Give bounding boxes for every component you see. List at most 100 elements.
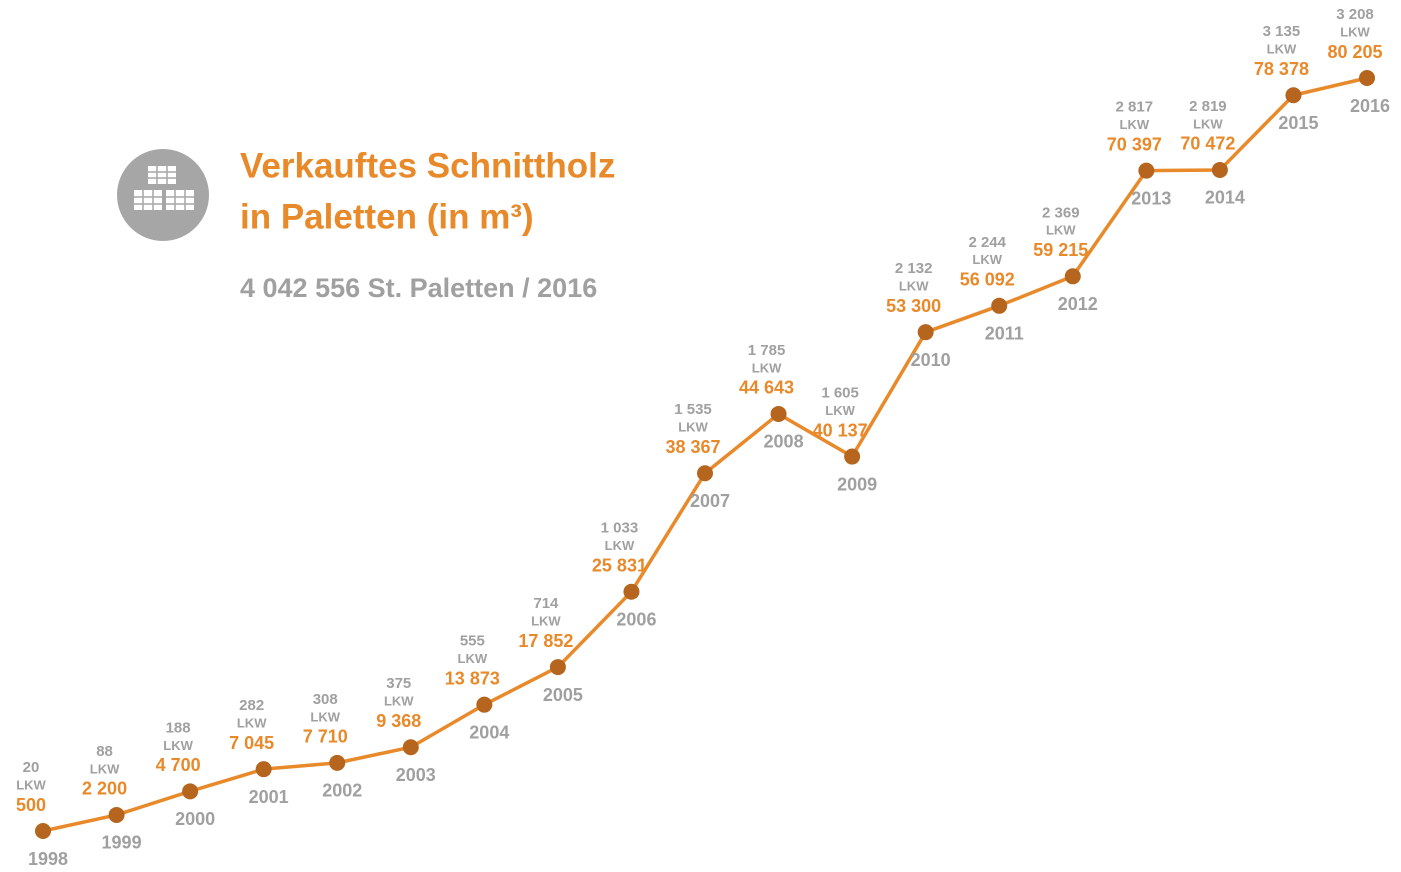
chart-title: Verkauftes Schnittholz <box>240 146 615 185</box>
value-label: 9 368 <box>376 711 421 731</box>
truck-label: 20 <box>23 759 40 776</box>
x-tick-label: 2015 <box>1278 113 1318 133</box>
value-label: 53 300 <box>886 296 941 316</box>
truck-label: 88 <box>96 743 113 760</box>
x-tick-label: 2012 <box>1058 294 1098 314</box>
value-label: 13 873 <box>445 668 500 688</box>
value-label: 7 045 <box>229 733 274 753</box>
data-point <box>1138 162 1155 179</box>
value-label: 78 378 <box>1254 59 1309 79</box>
data-point <box>991 297 1008 314</box>
truck-label: 555 <box>460 633 485 650</box>
unit-label: LKW <box>752 360 782 375</box>
unit-label: LKW <box>899 279 929 294</box>
x-tick-label: 2014 <box>1205 188 1245 208</box>
x-tick-label: 2010 <box>911 350 951 370</box>
unit-label: LKW <box>1046 223 1076 238</box>
x-tick-label: 2016 <box>1350 96 1390 116</box>
chart-title: in Paletten (in m³) <box>240 197 534 236</box>
data-point <box>35 823 51 839</box>
x-tick-label: 2000 <box>175 809 215 829</box>
unit-label: LKW <box>310 709 340 724</box>
data-point <box>1064 268 1081 285</box>
x-tick-label: 2009 <box>837 474 877 494</box>
x-tick-label: 2001 <box>249 787 289 807</box>
value-label: 80 205 <box>1327 42 1382 62</box>
value-label: 25 831 <box>592 555 647 575</box>
truck-label: 375 <box>386 675 411 692</box>
truck-label: 2 369 <box>1042 204 1080 221</box>
x-tick-label: 2006 <box>616 609 656 629</box>
truck-label: 1 605 <box>821 385 859 402</box>
value-label: 40 137 <box>813 420 868 440</box>
truck-label: 1 535 <box>674 401 712 418</box>
value-label: 7 710 <box>303 727 348 747</box>
unit-label: LKW <box>1120 117 1150 132</box>
value-label: 17 852 <box>518 631 573 651</box>
x-tick-label: 2011 <box>985 324 1024 344</box>
x-tick-label: 2007 <box>690 491 730 511</box>
truck-label: 2 819 <box>1189 98 1227 115</box>
truck-label: 1 785 <box>748 342 786 359</box>
data-point <box>182 783 199 800</box>
value-label: 59 215 <box>1033 240 1088 260</box>
unit-label: LKW <box>163 738 193 753</box>
value-label: 4 700 <box>156 755 201 775</box>
data-point <box>476 696 493 713</box>
data-point <box>770 405 787 422</box>
truck-label: 714 <box>533 595 559 612</box>
unit-label: LKW <box>531 614 561 629</box>
value-label: 44 643 <box>739 378 794 398</box>
x-tick-label: 2002 <box>322 781 362 801</box>
x-tick-label: 2008 <box>764 432 804 452</box>
value-label: 70 472 <box>1180 134 1235 154</box>
x-tick-label: 1998 <box>28 849 68 869</box>
truck-label: 2 132 <box>895 260 933 277</box>
unit-label: LKW <box>1267 42 1297 57</box>
unit-label: LKW <box>16 777 46 792</box>
truck-label: 188 <box>166 719 191 736</box>
data-point <box>108 806 125 823</box>
data-point <box>549 659 566 676</box>
truck-label: 3 208 <box>1336 6 1374 23</box>
data-point <box>255 761 272 778</box>
x-tick-label: 2003 <box>396 765 436 785</box>
data-point <box>1211 161 1228 178</box>
x-tick-label: 2004 <box>469 722 509 742</box>
unit-label: LKW <box>825 403 855 418</box>
unit-label: LKW <box>237 716 267 731</box>
truck-label: 3 135 <box>1263 23 1301 40</box>
x-tick-label: 2013 <box>1131 188 1171 208</box>
unit-label: LKW <box>1193 116 1223 131</box>
data-point <box>623 583 640 600</box>
data-point <box>1359 70 1375 86</box>
value-label: 2 200 <box>82 779 127 799</box>
x-tick-label: 2005 <box>543 685 583 705</box>
pallet-icon <box>117 149 209 241</box>
data-point <box>697 465 713 482</box>
value-label: 500 <box>16 795 46 815</box>
unit-label: LKW <box>1340 24 1370 39</box>
value-label: 70 397 <box>1107 134 1162 154</box>
data-point <box>329 754 346 771</box>
x-tick-label: 1999 <box>102 833 142 853</box>
chart-subtitle: 4 042 556 St. Paletten / 2016 <box>240 273 597 303</box>
truck-label: 282 <box>239 697 264 714</box>
truck-label: 1 033 <box>601 520 639 537</box>
truck-label: 2 817 <box>1116 99 1154 116</box>
unit-label: LKW <box>90 761 120 776</box>
data-point <box>402 739 419 756</box>
data-point <box>917 324 934 341</box>
unit-label: LKW <box>384 694 414 709</box>
truck-label: 308 <box>313 691 338 708</box>
value-label: 56 092 <box>960 270 1015 290</box>
truck-label: 2 244 <box>968 234 1006 251</box>
data-point <box>844 448 861 465</box>
unit-label: LKW <box>605 538 635 553</box>
value-label: 38 367 <box>665 437 720 457</box>
data-point <box>1285 87 1302 104</box>
unit-label: LKW <box>458 651 488 666</box>
unit-label: LKW <box>972 252 1002 267</box>
unit-label: LKW <box>678 420 708 435</box>
